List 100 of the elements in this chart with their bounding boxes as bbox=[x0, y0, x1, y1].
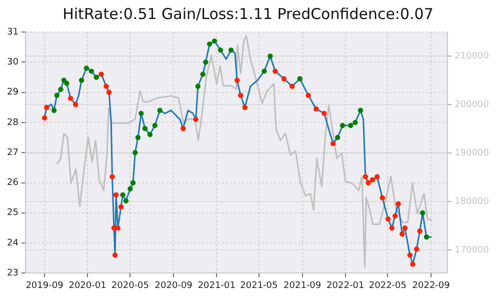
y2-tick-label: 210000 bbox=[454, 52, 490, 62]
point bbox=[410, 262, 416, 267]
point bbox=[424, 234, 430, 240]
point bbox=[120, 192, 126, 198]
point bbox=[313, 106, 319, 112]
point bbox=[64, 80, 70, 86]
point bbox=[400, 231, 405, 237]
y-tick-label: 23 bbox=[7, 268, 18, 279]
point bbox=[78, 78, 84, 83]
point bbox=[193, 116, 198, 122]
point bbox=[392, 213, 398, 219]
point bbox=[58, 86, 64, 92]
point bbox=[420, 210, 426, 216]
point bbox=[180, 126, 186, 132]
point bbox=[322, 110, 327, 116]
point bbox=[218, 47, 224, 53]
y-tick-label: 30 bbox=[7, 57, 19, 68]
point bbox=[281, 76, 287, 82]
point bbox=[396, 201, 401, 206]
point bbox=[242, 104, 248, 110]
point bbox=[51, 108, 57, 113]
point bbox=[234, 78, 240, 83]
point bbox=[358, 108, 364, 113]
point bbox=[389, 225, 395, 231]
x-tick-label: 2022-01 bbox=[326, 280, 364, 291]
point bbox=[362, 174, 368, 180]
point bbox=[352, 120, 358, 126]
point bbox=[68, 96, 74, 101]
x-tick-label: 2022-05 bbox=[368, 280, 406, 291]
point bbox=[110, 174, 115, 180]
point bbox=[417, 228, 422, 234]
point bbox=[135, 134, 141, 140]
x-tick-label: 2021-05 bbox=[240, 280, 278, 291]
point bbox=[200, 72, 206, 77]
x-tick-label: 2020-05 bbox=[111, 280, 150, 291]
point bbox=[104, 84, 109, 89]
point bbox=[374, 174, 380, 180]
point bbox=[138, 110, 144, 116]
y-tick-label: 27 bbox=[7, 148, 18, 158]
point bbox=[132, 150, 138, 156]
point bbox=[290, 84, 295, 89]
point bbox=[262, 68, 267, 74]
point bbox=[206, 41, 212, 47]
point bbox=[130, 180, 136, 186]
point bbox=[42, 115, 48, 121]
point bbox=[238, 92, 244, 98]
point bbox=[98, 72, 104, 77]
y-tick-label: 28 bbox=[7, 118, 19, 128]
point bbox=[330, 140, 336, 146]
point bbox=[128, 186, 133, 192]
point bbox=[212, 38, 218, 44]
point bbox=[272, 68, 278, 74]
point bbox=[147, 132, 153, 138]
point bbox=[142, 126, 148, 132]
point bbox=[84, 66, 90, 71]
point bbox=[306, 92, 311, 98]
point bbox=[335, 134, 340, 140]
point bbox=[94, 74, 99, 80]
point bbox=[268, 54, 273, 59]
point bbox=[88, 68, 94, 74]
point bbox=[228, 47, 234, 53]
point bbox=[106, 90, 112, 95]
x-tick-label: 2021-09 bbox=[284, 280, 322, 291]
y2-tick-label: 180000 bbox=[454, 196, 490, 207]
point bbox=[152, 122, 158, 128]
y-tick-label: 25 bbox=[7, 208, 18, 218]
point bbox=[402, 225, 408, 231]
chart-title: HitRate:0.51 Gain/Loss:1.11 PredConfidence:0.07 bbox=[62, 4, 434, 23]
point bbox=[348, 122, 354, 128]
y-tick-label: 29 bbox=[7, 88, 19, 98]
point bbox=[115, 225, 120, 231]
point bbox=[414, 246, 420, 252]
point bbox=[112, 252, 118, 258]
x-tick-label: 2021-01 bbox=[198, 280, 236, 291]
point bbox=[385, 216, 391, 222]
point bbox=[340, 122, 346, 128]
point bbox=[366, 180, 371, 186]
point bbox=[44, 104, 50, 110]
point bbox=[123, 198, 129, 204]
point bbox=[380, 195, 385, 200]
point bbox=[195, 84, 201, 89]
point bbox=[407, 252, 413, 258]
y2-tick-label: 200000 bbox=[454, 100, 490, 110]
x-tick-label: 2019-09 bbox=[26, 280, 64, 291]
y2-tick-label: 190000 bbox=[454, 148, 490, 158]
y-tick-label: 26 bbox=[7, 178, 19, 188]
x-tick-label: 2020-09 bbox=[154, 280, 193, 291]
point bbox=[54, 92, 60, 98]
point bbox=[114, 192, 119, 198]
point bbox=[118, 204, 124, 210]
y2-tick-label: 170000 bbox=[454, 245, 490, 256]
point bbox=[203, 60, 208, 65]
point bbox=[297, 76, 302, 82]
point bbox=[157, 108, 162, 113]
y-tick-label: 24 bbox=[7, 238, 19, 248]
y-tick-label: 31 bbox=[7, 27, 18, 38]
point bbox=[370, 177, 376, 182]
x-tick-label: 2020-01 bbox=[68, 280, 106, 291]
point bbox=[72, 102, 78, 107]
x-tick-label: 2022-09 bbox=[412, 280, 450, 291]
